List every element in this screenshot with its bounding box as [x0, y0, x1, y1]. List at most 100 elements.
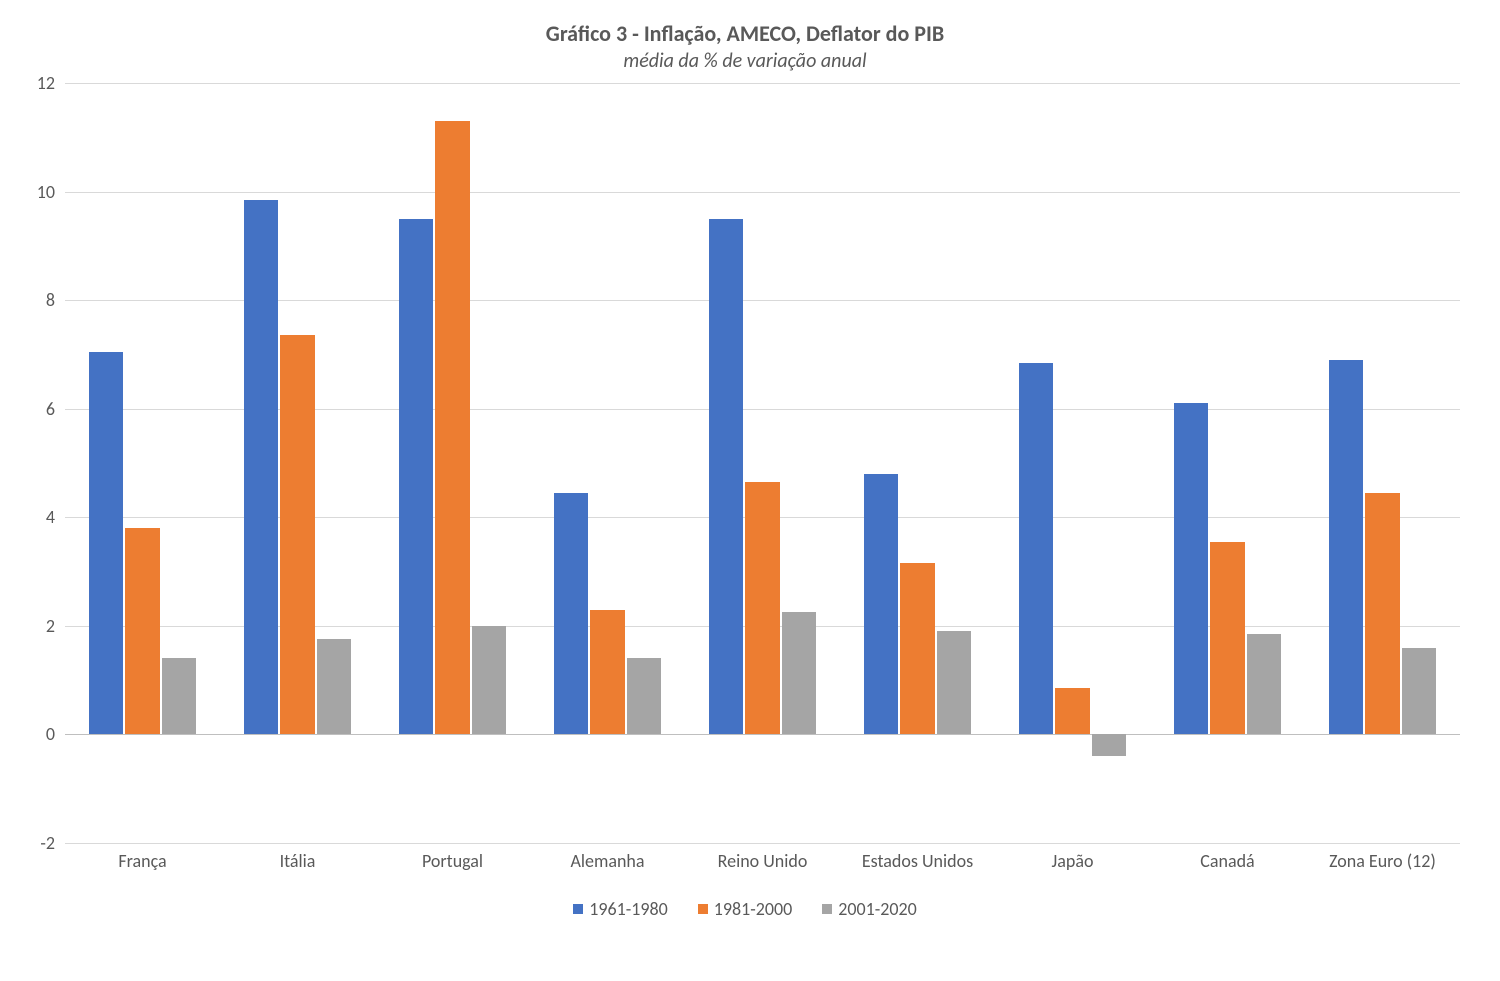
bar: [1329, 83, 1363, 843]
bar: [1402, 83, 1436, 843]
bar-rect: [1402, 648, 1436, 735]
legend-swatch: [573, 904, 583, 914]
category-group: [995, 83, 1150, 843]
bar-rect: [1210, 542, 1244, 735]
bar: [317, 83, 351, 843]
bar-rect: [317, 639, 351, 734]
bar: [900, 83, 934, 843]
bars-layer: [65, 83, 1460, 843]
bar-group: [1018, 83, 1127, 843]
bar-rect: [554, 493, 588, 735]
bar-rect: [435, 121, 469, 734]
legend-swatch: [698, 904, 708, 914]
bar-group: [553, 83, 662, 843]
bar-rect: [900, 563, 934, 734]
category-group: [220, 83, 375, 843]
bar-group: [708, 83, 817, 843]
y-tick-label: 4: [46, 506, 65, 528]
bar-rect: [745, 482, 779, 734]
legend-item: 1961-1980: [573, 898, 668, 920]
bar-group: [1328, 83, 1437, 843]
bar: [627, 83, 661, 843]
bar: [709, 83, 743, 843]
x-tick-label: Canadá: [1150, 851, 1305, 873]
x-tick-label: Itália: [220, 851, 375, 873]
legend-item: 2001-2020: [822, 898, 917, 920]
bar: [89, 83, 123, 843]
bar-group: [243, 83, 352, 843]
y-tick-label: 12: [37, 72, 65, 94]
bar-rect: [627, 658, 661, 734]
y-tick-label: 8: [46, 289, 65, 311]
bar-rect: [1092, 734, 1126, 756]
bar-rect: [280, 335, 314, 734]
bar: [1092, 83, 1126, 843]
bar: [1210, 83, 1244, 843]
bar: [472, 83, 506, 843]
bar-rect: [1055, 688, 1089, 734]
chart-title: Gráfico 3 - Inflação, AMECO, Deflator do…: [20, 20, 1470, 47]
bar-rect: [162, 658, 196, 734]
bar: [399, 83, 433, 843]
bar-rect: [1174, 403, 1208, 734]
bar: [745, 83, 779, 843]
bar: [244, 83, 278, 843]
bar: [782, 83, 816, 843]
bar: [937, 83, 971, 843]
category-group: [530, 83, 685, 843]
bar: [1055, 83, 1089, 843]
y-tick-label: 10: [37, 181, 65, 203]
bar: [1365, 83, 1399, 843]
bar-rect: [1329, 360, 1363, 735]
bar-group: [398, 83, 507, 843]
legend-label: 1981-2000: [714, 898, 793, 920]
category-group: [840, 83, 995, 843]
bar-rect: [472, 626, 506, 735]
title-block: Gráfico 3 - Inflação, AMECO, Deflator do…: [20, 20, 1470, 73]
bar-rect: [1365, 493, 1399, 735]
bar-rect: [244, 200, 278, 735]
bar-rect: [709, 219, 743, 735]
plot-area: -2024681012: [65, 83, 1460, 843]
bar: [864, 83, 898, 843]
chart-container: Gráfico 3 - Inflação, AMECO, Deflator do…: [0, 0, 1500, 981]
bar: [590, 83, 624, 843]
x-axis: FrançaItáliaPortugalAlemanhaReino UnidoE…: [65, 851, 1460, 873]
gridline: [65, 843, 1460, 844]
legend: 1961-1980 1981-2000 2001-2020: [20, 898, 1470, 920]
bar-rect: [782, 612, 816, 734]
bar-rect: [89, 352, 123, 735]
bar: [435, 83, 469, 843]
y-tick-label: -2: [40, 832, 65, 854]
legend-label: 2001-2020: [838, 898, 917, 920]
bar: [280, 83, 314, 843]
category-group: [685, 83, 840, 843]
category-group: [375, 83, 530, 843]
bar: [162, 83, 196, 843]
x-tick-label: Japão: [995, 851, 1150, 873]
legend-item: 1981-2000: [698, 898, 793, 920]
category-group: [1305, 83, 1460, 843]
bar: [554, 83, 588, 843]
legend-label: 1961-1980: [589, 898, 668, 920]
bar-rect: [590, 610, 624, 735]
bar: [125, 83, 159, 843]
y-tick-label: 0: [46, 723, 65, 745]
bar: [1247, 83, 1281, 843]
y-tick-label: 2: [46, 615, 65, 637]
bar-rect: [1247, 634, 1281, 734]
x-tick-label: Reino Unido: [685, 851, 840, 873]
category-group: [1150, 83, 1305, 843]
bar-rect: [125, 528, 159, 734]
chart-subtitle: média da % de variação anual: [20, 49, 1470, 73]
x-tick-label: Estados Unidos: [840, 851, 995, 873]
category-group: [65, 83, 220, 843]
x-tick-label: França: [65, 851, 220, 873]
bar-rect: [1019, 363, 1053, 735]
bar-group: [1173, 83, 1282, 843]
x-tick-label: Portugal: [375, 851, 530, 873]
bar-rect: [864, 474, 898, 735]
bar-group: [88, 83, 197, 843]
bar-rect: [399, 219, 433, 735]
y-tick-label: 6: [46, 398, 65, 420]
